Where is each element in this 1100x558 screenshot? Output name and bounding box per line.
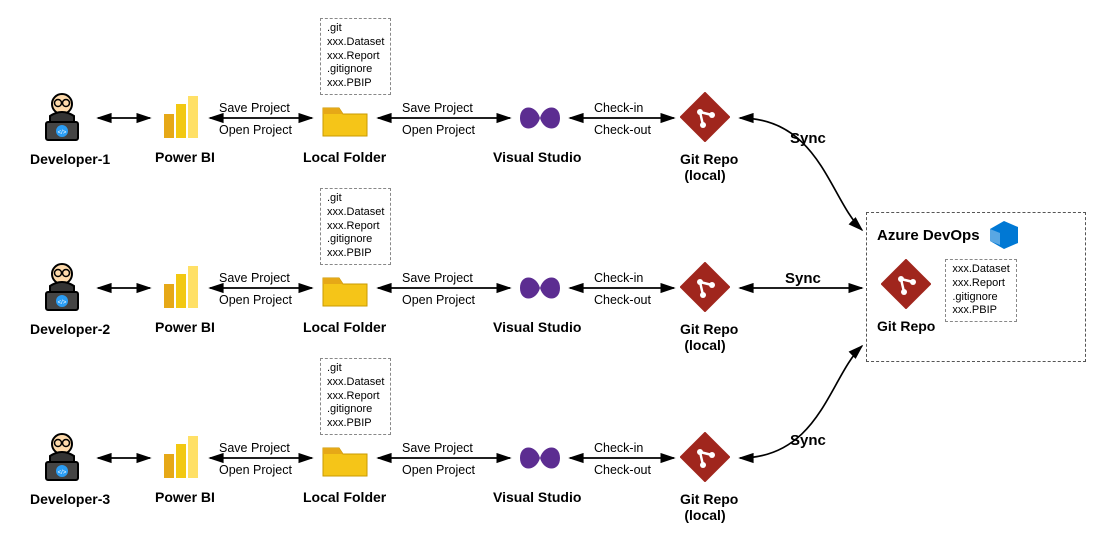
- conn-label: Check-in: [594, 270, 643, 287]
- conn-label: Check-out: [594, 122, 651, 139]
- sync-label: Sync: [790, 432, 826, 449]
- sync-label: Sync: [790, 130, 826, 147]
- conn-label: Open Project: [219, 462, 292, 479]
- conn-label: Save Project: [402, 270, 473, 287]
- conn-label: Open Project: [402, 122, 475, 139]
- conn-label: Open Project: [402, 292, 475, 309]
- conn-label: Open Project: [219, 292, 292, 309]
- workflow-diagram: </>: [0, 0, 1100, 558]
- azure-devops-box: Azure DevOps Git Repo xxx.Dataset xxx.Re…: [866, 212, 1086, 362]
- devops-git-label: Git Repo: [877, 318, 935, 334]
- conn-label: Check-out: [594, 292, 651, 309]
- azure-devops-icon: [988, 221, 1020, 249]
- conn-label: Check-out: [594, 462, 651, 479]
- conn-label: Check-in: [594, 100, 643, 117]
- devops-git-node: Git Repo: [877, 259, 935, 334]
- conn-label: Save Project: [402, 100, 473, 117]
- conn-label: Save Project: [402, 440, 473, 457]
- conn-label: Check-in: [594, 440, 643, 457]
- conn-label: Open Project: [219, 122, 292, 139]
- conn-label: Save Project: [219, 440, 290, 457]
- sync-label: Sync: [785, 270, 821, 287]
- conn-label: Save Project: [219, 100, 290, 117]
- devops-filebox: xxx.Dataset xxx.Report .gitignore xxx.PB…: [945, 259, 1016, 322]
- conn-label: Open Project: [402, 462, 475, 479]
- conn-label: Save Project: [219, 270, 290, 287]
- devops-title: Azure DevOps: [877, 227, 980, 244]
